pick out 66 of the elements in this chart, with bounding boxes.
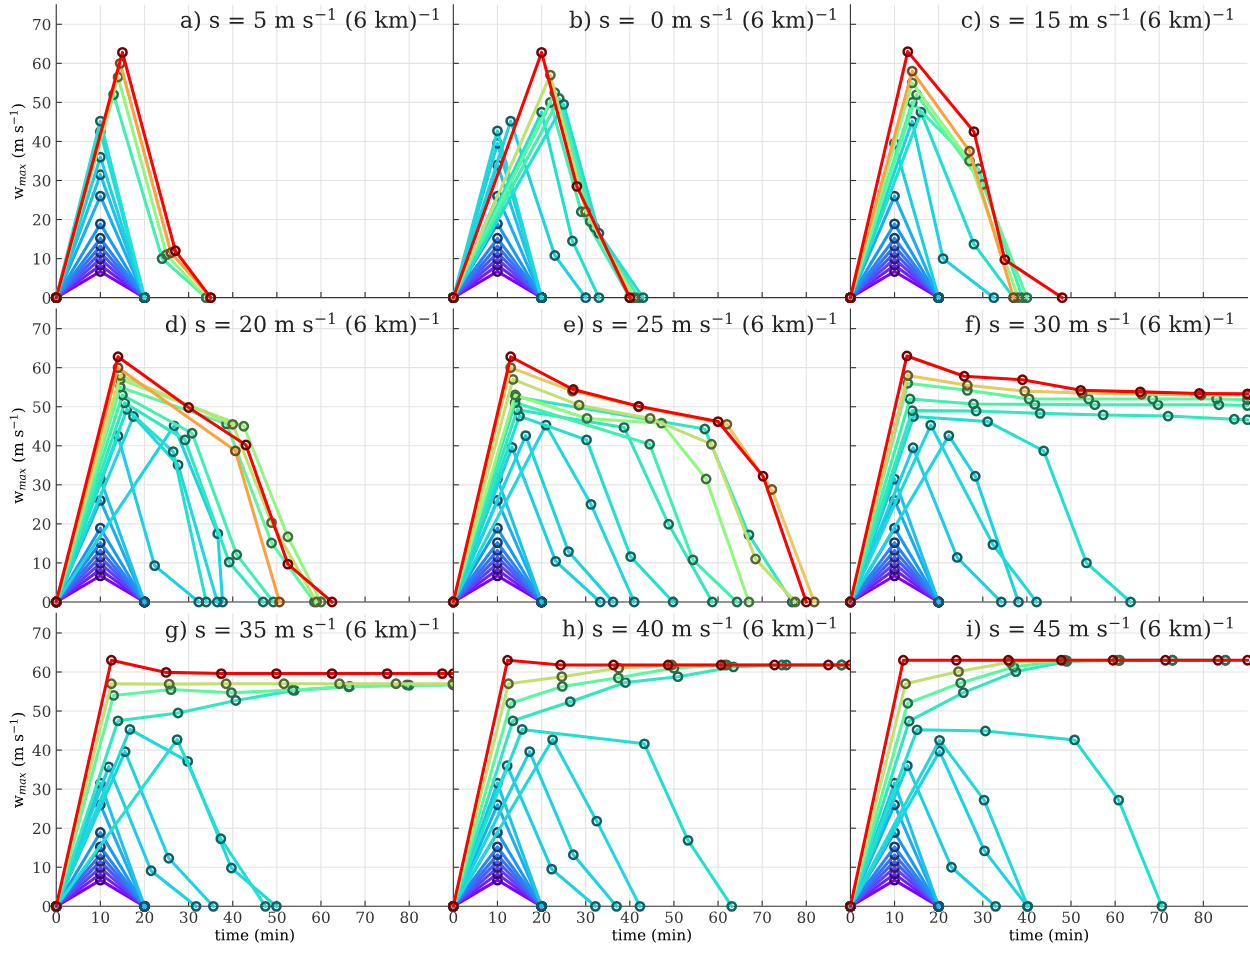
y-tick-label: 20 [32,214,51,226]
x-tick-label: 40 [1017,911,1036,923]
chart-title: e) s = 25 m s$^{−1}$ (6 km)$^{−1}$ [564,312,836,336]
y-tick-label: 0 [42,900,51,913]
x-tick-label: 80 [400,911,418,923]
x-tick-label: 40 [620,911,639,923]
x-axis-title: time (min) [1009,928,1089,943]
x-tick-label: 60 [1106,911,1124,923]
y-tick-label: 10 [33,253,51,265]
x-tick-label: 50 [268,911,286,923]
x-tick-label: 30 [577,911,595,923]
y-tick-label: 20 [32,518,51,530]
y-tick-label: 30 [33,479,51,491]
y-tick-label: 30 [33,783,51,796]
x-tick-label: 0 [449,911,458,923]
x-tick-label: 0 [52,911,61,923]
x-tick-label: 10 [886,911,904,923]
chart-title: g) s = 35 m s$^{−1}$ (6 km)$^{−1}$ [165,617,439,643]
y-tick-label: 10 [33,557,51,569]
x-tick-label: 60 [709,911,727,923]
x-tick-label: 10 [92,911,110,923]
y-axis-title: w$_{max}$ (m s$^{−1}$) [9,712,26,808]
y-tick-label: 40 [32,135,51,148]
x-tick-label: 0 [846,911,855,923]
y-tick-label: 40 [32,744,51,757]
y-tick-label: 10 [33,861,51,874]
chart-title: a) s = 5 m s$^{−1}$ (6 km)$^{−1}$ [180,8,439,32]
y-tick-label: 50 [33,401,51,413]
chart-title: i) s = 45 m s$^{−1}$ (6 km)$^{−1}$ [966,616,1233,640]
y-axis-title: w$_{max}$ (m s$^{−1}$) [9,408,26,504]
chart-title: d) s = 20 m s$^{−1}$ (6 km)$^{−1}$ [165,312,439,336]
x-tick-label: 70 [753,911,771,923]
y-tick-label: 0 [42,292,51,304]
x-axis-title: time (min) [612,928,691,943]
x-tick-label: 80 [1194,911,1213,923]
chart-title: b) s = 0 m s$^{−1}$ (6 km)$^{−1}$ [569,8,836,32]
y-tick-label: 60 [32,666,51,679]
y-tick-label: 30 [33,174,51,187]
y-tick-label: 70 [33,323,51,335]
x-axis-title: time (min) [214,928,294,943]
y-axis-title: w$_{max}$ (m s$^{−1}$) [9,104,26,200]
x-tick-label: 80 [797,911,815,923]
chart-title: c) s = 15 m s$^{−1}$ (6 km)$^{−1}$ [961,8,1233,32]
x-tick-label: 20 [929,911,948,923]
x-tick-label: 40 [223,911,242,923]
x-tick-label: 50 [1062,911,1080,923]
x-tick-label: 20 [532,911,551,923]
y-tick-label: 50 [33,705,51,718]
y-tick-label: 60 [32,362,51,374]
x-tick-label: 60 [312,911,330,923]
y-tick-label: 0 [42,596,51,608]
y-tick-label: 20 [32,822,51,835]
chart-title: f) s = 30 m s$^{−1}$ (6 km)$^{−1}$ [965,312,1233,336]
x-tick-label: 70 [1150,911,1168,923]
x-tick-label: 20 [135,911,154,923]
y-tick-label: 50 [33,96,51,109]
x-tick-label: 10 [489,911,507,923]
y-tick-label: 40 [32,440,51,452]
x-tick-label: 50 [665,911,683,923]
x-tick-label: 70 [356,911,374,923]
chart-title: h) s = 40 m s$^{−1}$ (6 km)$^{−1}$ [562,616,836,640]
x-tick-label: 30 [974,911,992,923]
y-tick-label: 70 [33,18,51,31]
y-tick-label: 60 [32,57,51,70]
y-tick-label: 70 [33,627,51,639]
x-tick-label: 30 [180,911,198,923]
